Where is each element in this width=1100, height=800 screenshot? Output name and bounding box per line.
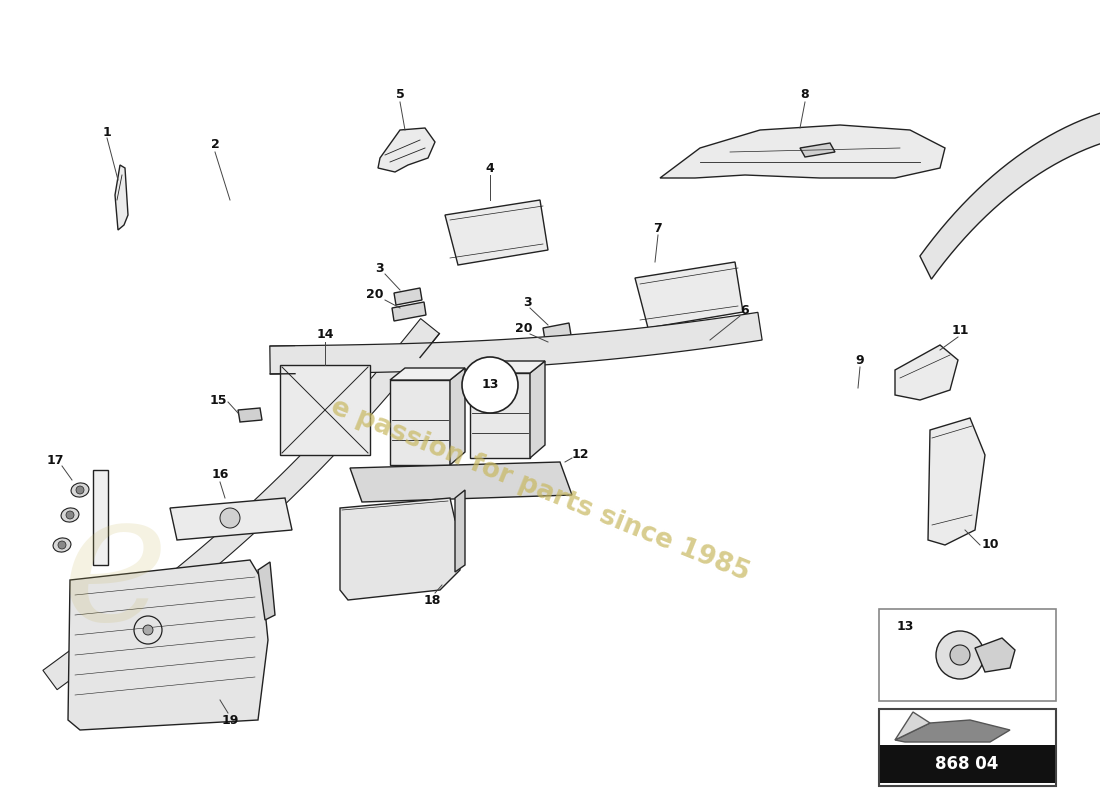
FancyBboxPatch shape <box>879 609 1056 701</box>
Polygon shape <box>94 470 108 565</box>
Polygon shape <box>68 560 268 730</box>
Polygon shape <box>541 337 575 356</box>
Circle shape <box>220 508 240 528</box>
Ellipse shape <box>62 508 79 522</box>
Text: 20: 20 <box>515 322 532 334</box>
Polygon shape <box>530 361 544 458</box>
Text: 18: 18 <box>424 594 441 606</box>
FancyBboxPatch shape <box>879 709 1056 786</box>
Polygon shape <box>394 288 422 305</box>
Text: 14: 14 <box>317 329 333 342</box>
Polygon shape <box>635 262 742 328</box>
Circle shape <box>58 541 66 549</box>
Polygon shape <box>543 323 571 340</box>
Circle shape <box>462 357 518 413</box>
Text: 9: 9 <box>856 354 865 366</box>
Text: 13: 13 <box>482 378 498 391</box>
Text: 17: 17 <box>46 454 64 466</box>
Text: 6: 6 <box>740 303 749 317</box>
Circle shape <box>76 486 84 494</box>
Text: 3: 3 <box>524 295 532 309</box>
Text: 5: 5 <box>396 89 405 102</box>
Polygon shape <box>43 318 439 690</box>
Polygon shape <box>470 373 530 458</box>
Polygon shape <box>390 380 450 465</box>
Polygon shape <box>446 200 548 265</box>
Polygon shape <box>258 562 275 620</box>
Text: 19: 19 <box>221 714 239 726</box>
Polygon shape <box>270 312 762 374</box>
Polygon shape <box>450 368 465 465</box>
Polygon shape <box>975 638 1015 672</box>
Circle shape <box>66 511 74 519</box>
Text: 13: 13 <box>896 621 914 634</box>
Polygon shape <box>920 100 1100 320</box>
Ellipse shape <box>72 483 89 497</box>
Text: 12: 12 <box>571 449 588 462</box>
Polygon shape <box>660 125 945 178</box>
Polygon shape <box>238 408 262 422</box>
Text: 1: 1 <box>102 126 111 138</box>
Polygon shape <box>455 490 465 572</box>
Text: 7: 7 <box>653 222 662 234</box>
Polygon shape <box>116 165 128 230</box>
Polygon shape <box>895 720 1010 742</box>
Circle shape <box>950 645 970 665</box>
Text: e passion for parts since 1985: e passion for parts since 1985 <box>327 394 754 586</box>
FancyBboxPatch shape <box>880 745 1055 783</box>
Polygon shape <box>170 498 292 540</box>
Text: 11: 11 <box>952 323 969 337</box>
Polygon shape <box>800 143 835 157</box>
Text: 2: 2 <box>210 138 219 151</box>
Text: 868 04: 868 04 <box>935 755 999 773</box>
Polygon shape <box>895 712 930 740</box>
Polygon shape <box>928 418 984 545</box>
Text: 15: 15 <box>209 394 227 406</box>
Polygon shape <box>340 498 460 600</box>
Text: 3: 3 <box>376 262 384 274</box>
Polygon shape <box>470 361 544 373</box>
Polygon shape <box>350 462 572 502</box>
Circle shape <box>143 625 153 635</box>
Polygon shape <box>392 302 426 321</box>
Polygon shape <box>390 368 465 380</box>
Ellipse shape <box>53 538 70 552</box>
Text: 16: 16 <box>211 469 229 482</box>
Polygon shape <box>280 365 370 455</box>
Polygon shape <box>895 345 958 400</box>
Polygon shape <box>378 128 434 172</box>
Circle shape <box>936 631 985 679</box>
Text: 8: 8 <box>801 89 810 102</box>
Text: e: e <box>62 482 168 658</box>
Text: 4: 4 <box>485 162 494 174</box>
Text: 10: 10 <box>981 538 999 551</box>
Text: 20: 20 <box>366 289 384 302</box>
